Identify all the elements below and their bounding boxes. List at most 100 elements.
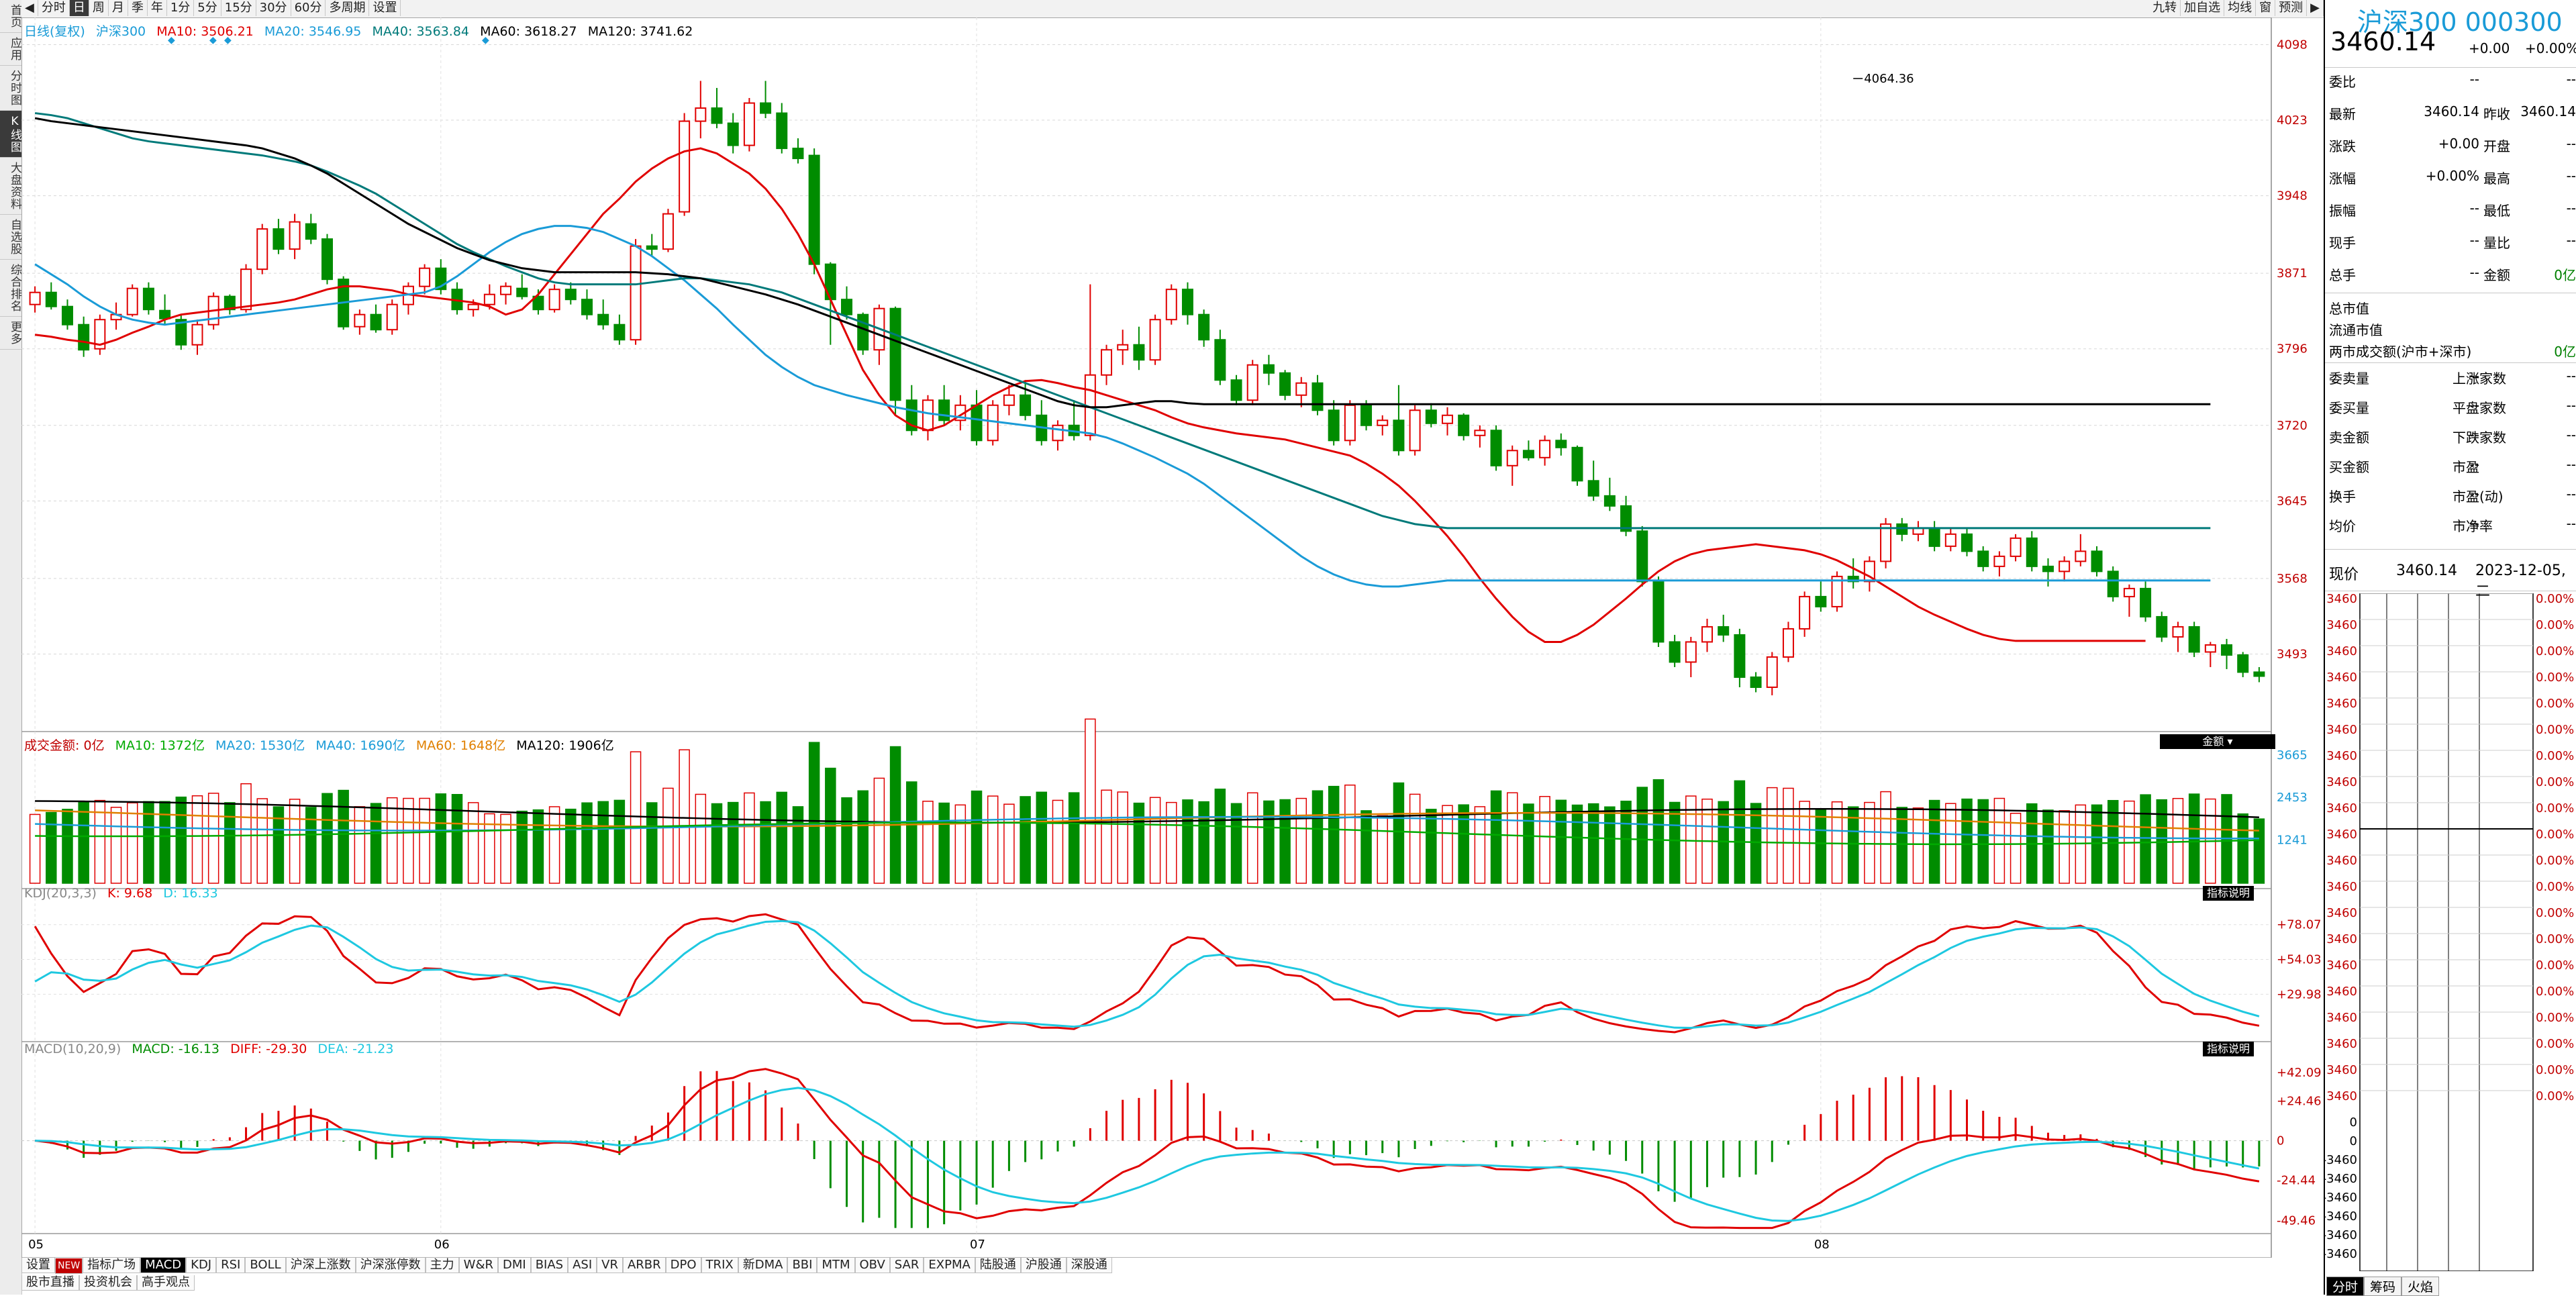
candle[interactable] [2042,565,2054,572]
sidebar-item[interactable]: 首页 [0,0,21,33]
indicator-tab[interactable]: EXPMA [924,1258,975,1273]
indicator-tab[interactable]: 主力 [425,1258,459,1273]
candle[interactable] [1441,414,1453,424]
candle[interactable] [1799,595,1811,630]
candle[interactable] [1165,289,1177,321]
event-marker-icon[interactable]: ◆ [209,35,217,46]
candle[interactable] [776,112,788,150]
period-button[interactable]: 1分 [167,0,195,16]
candle[interactable] [1539,440,1551,458]
period-button[interactable]: 多周期 [326,0,370,16]
candle[interactable] [841,299,853,315]
candle[interactable] [29,291,41,305]
indicator-tab[interactable]: DMI [497,1258,531,1273]
candle[interactable] [1117,344,1129,351]
indicator-tab[interactable]: DPO [665,1258,701,1273]
candle[interactable] [273,228,285,250]
candle[interactable] [1831,575,1843,607]
candle[interactable] [597,313,609,326]
indicator-tab[interactable]: 指标广场 [83,1258,141,1273]
candle[interactable] [1377,419,1389,426]
candle[interactable] [142,287,154,311]
candle[interactable] [1052,424,1064,442]
indicator-tab[interactable]: BIAS [530,1258,568,1273]
nav-next-icon[interactable]: ▶ [2307,0,2324,16]
toolbar-right-button[interactable]: 加自选 [2181,0,2225,16]
candle[interactable] [857,313,869,351]
candle[interactable] [613,323,626,341]
candle[interactable] [1181,289,1193,315]
candle[interactable] [1555,440,1567,448]
period-button[interactable]: 30分 [256,0,291,16]
news-tab[interactable]: 股市直播 [21,1275,79,1291]
chart-area[interactable]: 4064.363450.65◆◆◆◆ 349335683645372037963… [21,17,2324,1258]
candle[interactable] [467,303,479,311]
candle[interactable] [581,299,593,315]
candle[interactable] [1003,394,1015,406]
event-marker-icon[interactable]: ◆ [168,35,175,46]
candle[interactable] [1344,404,1356,442]
candle[interactable] [1620,505,1632,532]
candle[interactable] [2107,570,2119,597]
indicator-tab[interactable]: 沪股通 [1020,1258,1067,1273]
candle[interactable] [987,404,999,442]
candle[interactable] [2188,626,2200,653]
candle[interactable] [1295,382,1307,396]
candle[interactable] [1149,319,1161,361]
candle[interactable] [1685,641,1697,663]
candle[interactable] [938,399,950,421]
candle[interactable] [483,293,495,305]
indicator-tab[interactable]: TRIX [701,1258,738,1273]
candle[interactable] [2156,615,2168,638]
candle[interactable] [289,221,301,250]
sidebar-item[interactable]: 更多 [0,317,21,350]
indicator-tab[interactable]: NEW [55,1258,83,1274]
panel-tab[interactable]: 分时 [2326,1277,2365,1296]
candle[interactable] [1214,339,1226,381]
candle[interactable] [2204,644,2216,653]
candle[interactable] [1458,414,1470,436]
candle[interactable] [2010,537,2022,557]
candle[interactable] [1718,626,1730,636]
sidebar-item[interactable]: 自选股 [0,215,21,260]
candle[interactable] [1880,523,1892,562]
candle[interactable] [78,323,90,351]
candle[interactable] [1701,626,1713,643]
candle[interactable] [2172,626,2184,638]
candle[interactable] [1896,523,1908,535]
toolbar-right-button[interactable]: 九转 [2149,0,2181,16]
candle[interactable] [1246,364,1258,401]
event-marker-icon[interactable]: ◆ [482,35,489,46]
candle[interactable] [1928,527,1940,547]
candle[interactable] [2123,587,2135,597]
candle[interactable] [1409,409,1421,452]
candle[interactable] [191,323,203,346]
candle[interactable] [1279,372,1291,396]
candle[interactable] [808,154,820,265]
sidebar-item[interactable]: K线图 [0,111,21,158]
candle[interactable] [1636,530,1648,583]
candle[interactable] [548,289,560,311]
nav-prev-icon[interactable]: ◀ [21,0,38,16]
candle[interactable] [1425,409,1437,424]
candle[interactable] [305,223,317,240]
candle[interactable] [159,309,171,319]
period-button[interactable]: 设置 [369,0,401,16]
candle[interactable] [1571,446,1583,482]
candle[interactable] [1020,394,1032,416]
candle[interactable] [45,291,57,307]
panel-tab[interactable]: 筹码 [2364,1277,2402,1296]
candle[interactable] [760,102,772,114]
indicator-tab[interactable]: BBI [787,1258,818,1273]
period-button[interactable]: 5分 [194,0,221,16]
candle[interactable] [419,267,431,287]
indicator-tab[interactable]: RSI [216,1258,246,1273]
candle[interactable] [1101,349,1113,376]
news-tab[interactable]: 投资机会 [79,1275,137,1291]
candle[interactable] [370,313,382,331]
candle[interactable] [695,107,707,122]
sidebar-item[interactable]: 大盘资料 [0,158,21,215]
candle[interactable] [1328,409,1340,442]
toolbar-right-button[interactable]: 均线 [2224,0,2257,16]
candle[interactable] [2221,644,2233,656]
